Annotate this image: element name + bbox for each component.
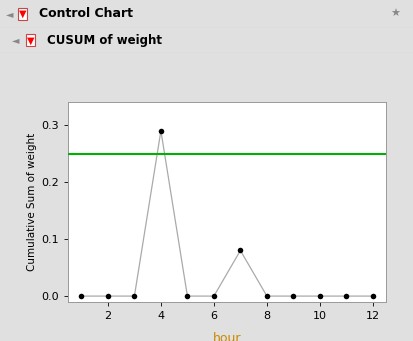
Text: ★: ★ — [391, 9, 401, 19]
X-axis label: hour: hour — [213, 332, 242, 341]
Text: CUSUM of weight: CUSUM of weight — [47, 34, 162, 47]
Text: ◄: ◄ — [6, 9, 14, 19]
Text: ▼: ▼ — [19, 9, 26, 19]
Text: ◄: ◄ — [12, 35, 20, 45]
Text: ▼: ▼ — [27, 35, 34, 45]
Text: Control Chart: Control Chart — [39, 8, 133, 20]
Y-axis label: Cumulative Sum of weight: Cumulative Sum of weight — [27, 133, 37, 271]
